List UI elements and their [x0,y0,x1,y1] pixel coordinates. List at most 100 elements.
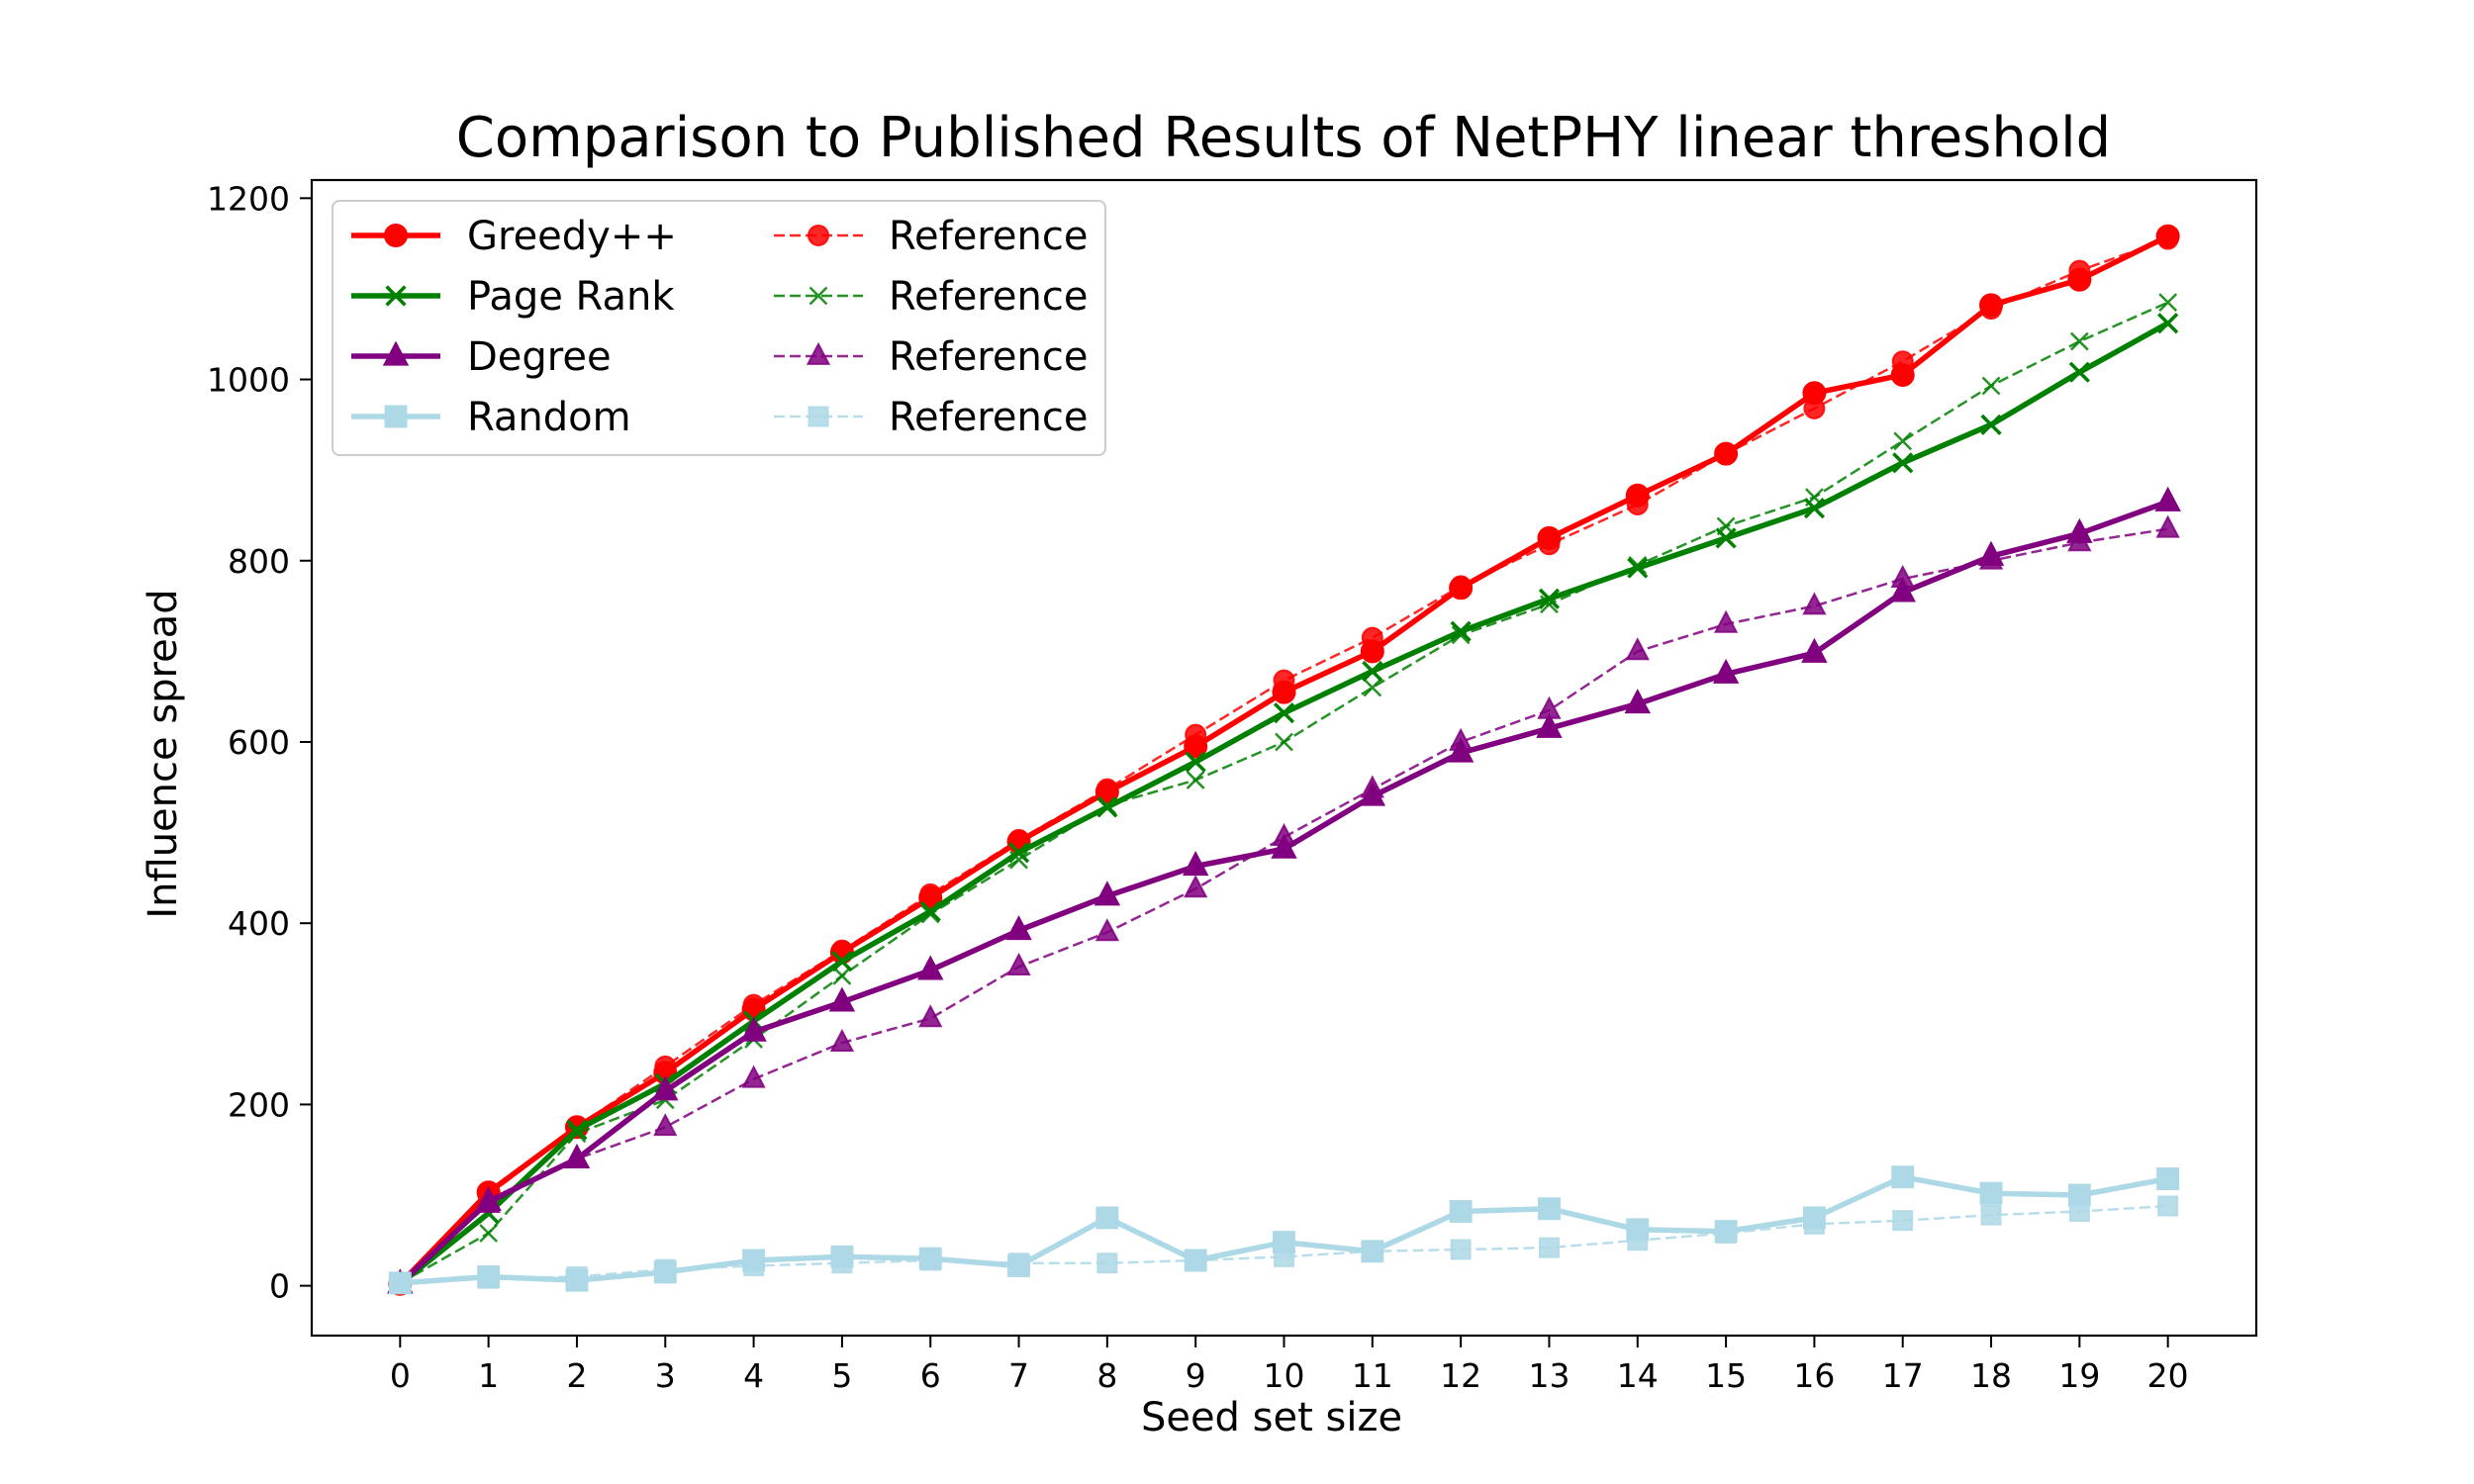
data-point [1713,609,1739,633]
data-point [920,904,940,924]
legend-marker [382,340,410,366]
axes: 0 1 2 3 4 5 6 7 8 9 10 11 12 13 14 15 16 17 18 19 2002004006… [207,178,2258,1395]
data-point [1892,1210,1914,1232]
legend-marker [808,406,829,427]
data-point [2154,486,2181,511]
data-point [917,955,944,980]
data-point [1538,588,1561,609]
x-tick-label: 20 [2147,1356,2189,1395]
data-point [1627,1230,1649,1252]
data-point [1980,414,2002,435]
data-point [564,1145,590,1168]
data-point [1891,1165,1915,1189]
data-point [2068,361,2090,383]
data-point [1362,660,1383,683]
data-point [1275,732,1293,752]
data-point [2156,1167,2180,1190]
legend-label: Degree [467,334,612,380]
x-tick-label: 4 [743,1356,764,1395]
legend-label: Page Rank [467,274,675,320]
legend-label: Reference [889,395,1088,440]
y-tick-label: 1200 [207,179,290,218]
legend-marker [384,224,408,247]
legend-label: Greedy++ [467,214,677,259]
data-point [1537,696,1562,719]
x-tick-label: 8 [1096,1356,1117,1395]
data-point [652,1075,679,1101]
legend: Greedy++ Page Rank Degree Random Reference Re… [332,200,1106,456]
x-tick-label: 0 [390,1356,411,1395]
data-point [1271,833,1297,859]
legend-entry-reference: Reference [774,274,1088,320]
data-point [567,1124,587,1144]
data-point [1186,771,1205,789]
data-point [1538,1197,1561,1221]
x-tick-label: 14 [1617,1356,1659,1395]
data-point [1979,1181,2003,1205]
x-tick-label: 15 [1705,1356,1747,1395]
data-point [1628,555,1648,575]
data-point [1185,1250,1206,1271]
data-point [1182,851,1209,877]
x-axis-label: Seed set size [1141,1395,1402,1440]
legend-entry-reference: Reference [774,334,1088,380]
data-point [1625,637,1650,661]
data-point [1005,915,1032,941]
data-point [1715,1222,1737,1244]
data-point [1538,1237,1560,1258]
data-point [1715,442,1738,465]
data-point [654,1258,676,1280]
data-point [1805,488,1824,508]
legend-marker [806,341,831,365]
data-point [742,993,765,1016]
data-point [2157,313,2179,334]
x-tick-label: 7 [1008,1356,1029,1395]
series-reference-dashed-add8e6 [389,1195,2179,1294]
data-point [654,1055,677,1077]
legend-label: Reference [889,274,1088,320]
data-point [1627,557,1649,579]
legend-label: Reference [889,334,1088,380]
data-point [1272,822,1296,847]
data-point [1184,875,1208,898]
legend-entry-greedy: Greedy++ [351,214,677,259]
legend-label: Reference [889,214,1088,259]
data-point [828,986,856,1012]
data-point [1716,516,1736,536]
data-point [476,1189,501,1214]
data-point [566,1119,588,1141]
legend-marker [809,286,828,306]
data-point [1536,712,1563,738]
data-point [1890,564,1915,588]
data-point [2155,514,2180,538]
data-point [1273,702,1295,724]
data-point [741,1065,766,1088]
x-tick-label: 16 [1793,1356,1835,1395]
y-axis-label: Influence spread [141,589,186,918]
data-point [566,1265,588,1287]
data-point [1538,533,1561,556]
data-point [1980,1204,2002,1226]
data-point [2067,528,2092,552]
y-tick-label: 0 [269,1267,290,1306]
data-point [1893,431,1913,451]
data-point [919,1250,941,1271]
data-point [1007,842,1030,864]
legend-marker [808,225,829,246]
data-point [1624,689,1651,714]
data-point [2068,1200,2090,1222]
y-tick-label: 200 [228,1085,290,1124]
x-tick-label: 18 [1970,1356,2012,1395]
y-tick-label: 800 [228,542,290,581]
legend-entry-reference: Reference [774,395,1088,440]
x-tick-label: 1 [478,1356,499,1395]
data-point [389,1272,411,1294]
data-point [1094,881,1121,906]
x-tick-label: 11 [1352,1356,1393,1395]
data-point [1803,397,1826,419]
data-point [1889,577,1916,603]
data-point [1450,1239,1472,1260]
data-point [1096,1252,1118,1274]
data-point [1360,775,1384,798]
data-point [1451,625,1471,645]
